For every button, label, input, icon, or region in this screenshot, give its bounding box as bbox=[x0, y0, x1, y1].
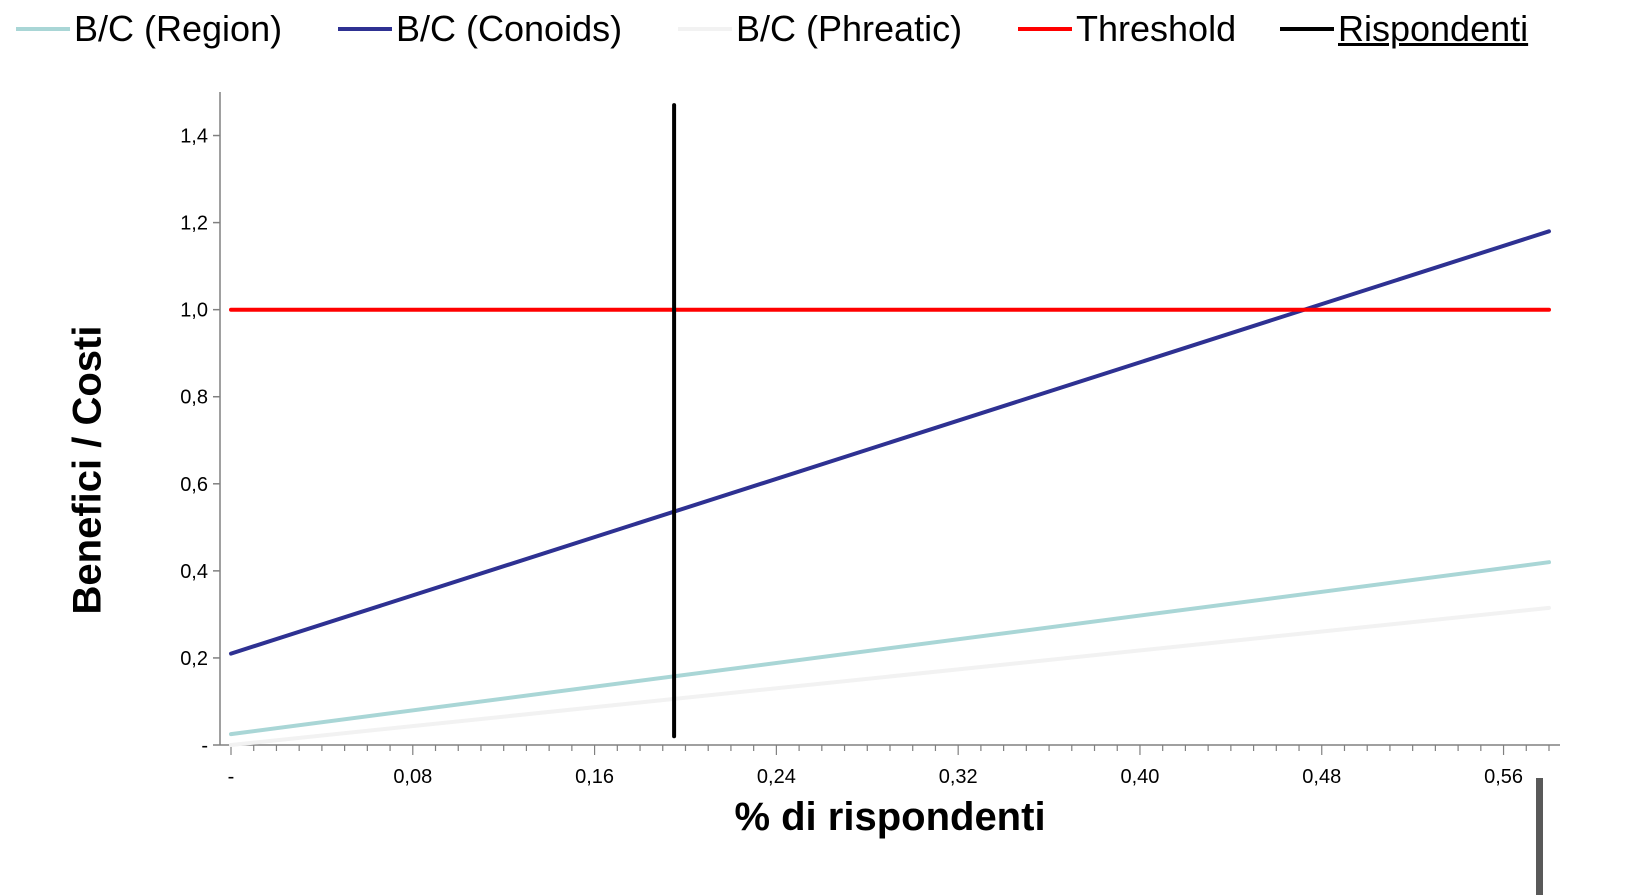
legend-item-region: B/C (Region) bbox=[16, 4, 282, 54]
y-axis-label: Benefici / Costi bbox=[65, 325, 110, 615]
x-tick-label: 0,16 bbox=[575, 766, 614, 788]
y-tick-label: 0,4 bbox=[180, 561, 208, 583]
legend: B/C (Region) B/C (Conoids) B/C (Phreatic… bbox=[0, 0, 1652, 60]
legend-label-region: B/C (Region) bbox=[74, 8, 283, 49]
legend-label-rispondenti: Rispondenti bbox=[1338, 8, 1529, 49]
legend-swatch-rispondenti bbox=[1280, 27, 1334, 31]
series-region-line bbox=[229, 560, 1551, 737]
legend-item-threshold: Threshold bbox=[1018, 4, 1236, 54]
x-tick-label: 0,56 bbox=[1484, 766, 1523, 788]
x-tick-label: 0,32 bbox=[939, 766, 978, 788]
x-axis-label: % di rispondenti bbox=[734, 795, 1046, 839]
legend-swatch-conoids bbox=[338, 27, 392, 31]
vertical-bar-marker bbox=[1536, 778, 1543, 895]
y-tick-label: 1,0 bbox=[180, 300, 208, 322]
legend-item-phreatic: B/C (Phreatic) bbox=[678, 4, 962, 54]
series-conoids-line bbox=[229, 229, 1551, 656]
y-tick-label: 1,2 bbox=[180, 213, 208, 235]
legend-swatch-threshold bbox=[1018, 27, 1072, 31]
series-phreatic-line bbox=[229, 605, 1551, 747]
legend-item-rispondenti: Rispondenti bbox=[1280, 4, 1528, 54]
legend-item-conoids: B/C (Conoids) bbox=[338, 4, 622, 54]
legend-swatch-region bbox=[16, 27, 70, 31]
y-tick-label: 1,4 bbox=[180, 126, 208, 148]
legend-label-conoids: B/C (Conoids) bbox=[396, 8, 623, 49]
y-tick-label: 0,6 bbox=[180, 474, 208, 496]
legend-label-threshold: Threshold bbox=[1076, 8, 1237, 49]
legend-swatch-phreatic bbox=[678, 27, 732, 31]
y-tick-label: 0,8 bbox=[180, 387, 208, 409]
x-tick-label: 0,48 bbox=[1302, 766, 1341, 788]
x-tick-label: 0,24 bbox=[757, 766, 796, 788]
y-tick-label: - bbox=[201, 735, 208, 757]
x-tick-label: - bbox=[228, 766, 235, 788]
y-tick-label: 0,2 bbox=[180, 648, 208, 670]
legend-label-phreatic: B/C (Phreatic) bbox=[736, 8, 963, 49]
x-tick-label: 0,08 bbox=[393, 766, 432, 788]
x-tick-label: 0,40 bbox=[1120, 766, 1159, 788]
